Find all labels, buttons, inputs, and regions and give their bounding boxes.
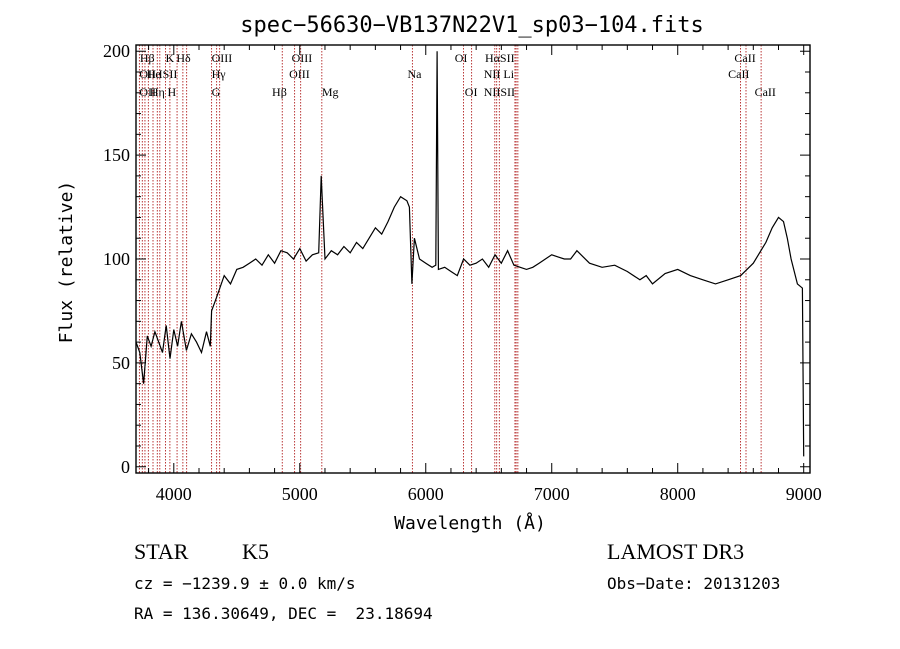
- line-markers-group: [138, 45, 762, 473]
- line-annotation-13: OIII: [289, 67, 310, 81]
- object-subclass: K5: [242, 539, 269, 564]
- line-annotation-2: OII: [139, 85, 156, 99]
- line-annotation-3: Hη: [150, 85, 165, 99]
- line-annotation-8: Hδ: [176, 51, 191, 65]
- line-annotation-20: NII Li: [484, 67, 515, 81]
- line-annotation-4: He: [147, 67, 161, 81]
- y-tick-label-1: 50: [112, 353, 130, 373]
- line-annotation-19: HαSII: [485, 51, 515, 65]
- x-tick-label-4: 8000: [660, 484, 696, 504]
- line-annotation-16: Na: [407, 67, 422, 81]
- line-annotation-1: OII: [139, 67, 156, 81]
- line-annotation-21: NIISII: [484, 85, 515, 99]
- x-tick-label-3: 7000: [534, 484, 570, 504]
- line-annotation-23: CaII: [728, 67, 749, 81]
- x-axis-label: Wavelength (Å): [394, 512, 546, 534]
- chart-title: spec−56630−VB137N22V1_sp03−104.fits: [240, 13, 704, 38]
- plot-frame: [135, 44, 811, 474]
- x-tick-label-1: 5000: [282, 484, 318, 504]
- y-axis-label: Flux (relative): [56, 181, 77, 344]
- x-tick-label-5: 9000: [786, 484, 822, 504]
- coordinates: RA = 136.30649, DEC = 23.18694: [134, 604, 433, 623]
- y-tick-label-0: 0: [121, 457, 130, 477]
- line-annotation-22: CaII: [734, 51, 755, 65]
- obs-date: Obs−Date: 20131203: [607, 574, 781, 593]
- redshift-text: cz = −1239.9 ± 0.0 km/s: [134, 574, 356, 593]
- y-tick-label-4: 200: [103, 41, 130, 61]
- line-annotation-7: H: [167, 85, 176, 99]
- y-axis-ticks: 0 50 100 150 200: [103, 41, 810, 477]
- line-annotation-5: K: [165, 51, 174, 65]
- survey-name: LAMOST DR3: [607, 539, 745, 564]
- line-annotation-11: G: [212, 85, 221, 99]
- line-annotation-12: OIII: [292, 51, 313, 65]
- object-type: STAR: [134, 539, 189, 564]
- line-annotation-9: OIII: [212, 51, 233, 65]
- x-tick-label-0: 4000: [156, 484, 192, 504]
- line-annotation-6: ISII: [159, 67, 178, 81]
- line-annotation-10: Hγ: [212, 67, 227, 81]
- line-annotation-14: Hβ: [272, 85, 287, 99]
- line-annotation-24: CaII: [755, 85, 776, 99]
- line-annotation-15: Mg: [322, 85, 339, 99]
- y-tick-label-3: 150: [103, 145, 130, 165]
- line-annotation-17: OI: [455, 51, 468, 65]
- spectrum-line: [135, 51, 805, 457]
- line-annotation-18: OI: [465, 85, 478, 99]
- y-tick-label-2: 100: [103, 249, 130, 269]
- line-annotation-0: Hβ: [140, 51, 155, 65]
- x-axis-ticks: 4000 5000 6000 7000 8000 9000: [148, 45, 822, 504]
- x-tick-label-2: 6000: [408, 484, 444, 504]
